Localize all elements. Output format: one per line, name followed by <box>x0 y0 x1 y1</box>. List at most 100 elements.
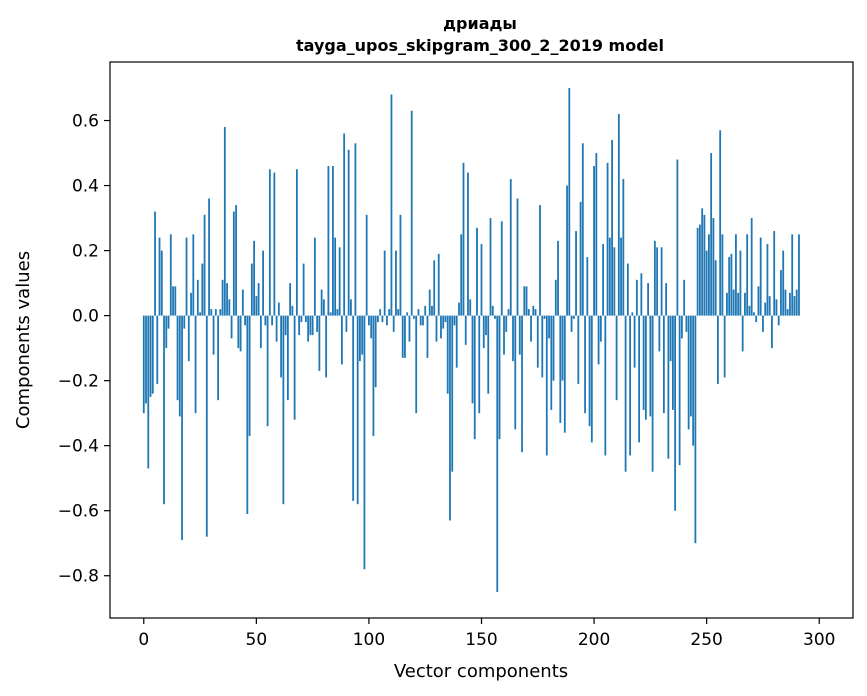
bar-35 <box>221 279 224 316</box>
bar-245 <box>694 315 697 544</box>
bar-228 <box>656 247 659 316</box>
bar-16 <box>178 315 181 417</box>
x-axis-ticks: 0 50 100 150 200 250 300 <box>138 618 835 650</box>
bar-180 <box>548 315 550 339</box>
bar-163 <box>509 179 512 316</box>
bar-110 <box>390 94 393 316</box>
bar-215 <box>626 263 629 316</box>
bar-84 <box>332 166 334 316</box>
bar-60 <box>277 302 280 316</box>
bar-137 <box>451 315 454 472</box>
bar-275 <box>762 315 764 332</box>
bars <box>142 88 800 592</box>
bar-92 <box>350 299 352 316</box>
bar-264 <box>737 292 740 316</box>
bar-135 <box>446 315 449 394</box>
bar-143 <box>464 315 467 345</box>
bar-104 <box>377 315 379 323</box>
bar-100 <box>368 315 370 326</box>
bar-138 <box>453 315 456 326</box>
bar-167 <box>518 315 521 355</box>
bar-30 <box>210 309 213 316</box>
bar-73 <box>307 315 310 342</box>
bar-42 <box>237 315 240 349</box>
bar-201 <box>595 153 598 316</box>
bar-189 <box>568 88 571 316</box>
bar-34 <box>219 309 222 316</box>
y-tick-label: −0.4 <box>58 437 99 457</box>
bar-181 <box>550 315 553 410</box>
bar-185 <box>559 315 562 423</box>
bar-194 <box>579 201 582 316</box>
bar-142 <box>462 162 465 316</box>
y-tick-label: 0.4 <box>72 177 99 197</box>
bar-156 <box>494 315 496 319</box>
bar-130 <box>435 315 438 342</box>
bar-266 <box>741 315 744 352</box>
bar-220 <box>638 315 641 443</box>
bar-169 <box>523 286 526 316</box>
bar-125 <box>424 305 427 316</box>
bar-166 <box>516 198 519 316</box>
bar-244 <box>692 315 695 446</box>
bar-268 <box>746 234 749 316</box>
bar-278 <box>768 296 771 316</box>
bar-31 <box>212 315 215 355</box>
bar-214 <box>624 315 627 472</box>
bar-15 <box>176 315 179 401</box>
bar-96 <box>359 315 361 362</box>
bar-113 <box>397 309 400 316</box>
bar-232 <box>665 283 668 316</box>
bar-273 <box>757 286 760 316</box>
bar-19 <box>185 237 188 316</box>
y-tick-label: 0.0 <box>72 307 99 327</box>
bar-165 <box>514 315 517 430</box>
bar-178 <box>543 315 546 319</box>
bar-270 <box>750 218 753 316</box>
x-axis-label: Vector components <box>394 661 568 682</box>
bar-249 <box>703 214 706 316</box>
bar-229 <box>658 315 661 352</box>
bar-177 <box>541 315 544 378</box>
bar-112 <box>395 250 397 316</box>
bar-151 <box>482 315 485 349</box>
bar-89 <box>343 133 346 316</box>
bar-247 <box>699 224 701 316</box>
bar-53 <box>262 250 264 316</box>
bar-70 <box>300 315 303 323</box>
bar-265 <box>739 250 742 316</box>
bar-10 <box>165 315 168 349</box>
bar-283 <box>780 270 782 316</box>
bar-127 <box>428 289 431 316</box>
bar-269 <box>748 305 751 316</box>
bar-198 <box>588 315 591 427</box>
bar-68 <box>295 169 298 316</box>
y-axis-label: Components values <box>13 251 34 429</box>
bar-134 <box>444 315 447 323</box>
x-tick-label: 300 <box>803 630 835 650</box>
bar-51 <box>257 283 260 316</box>
bar-114 <box>399 214 402 316</box>
bar-103 <box>374 315 377 388</box>
bar-148 <box>476 227 478 316</box>
bar-79 <box>320 289 323 316</box>
bar-40 <box>232 211 235 316</box>
bar-28 <box>205 315 208 537</box>
bar-141 <box>460 234 463 316</box>
bar-164 <box>512 315 514 362</box>
bar-241 <box>685 315 688 332</box>
bar-4 <box>151 315 154 394</box>
bar-67 <box>293 315 296 420</box>
bar-38 <box>228 299 231 316</box>
bar-288 <box>791 234 794 316</box>
bar-46 <box>246 315 249 514</box>
bar-5 <box>154 211 156 316</box>
bar-78 <box>318 315 321 371</box>
bar-190 <box>570 315 573 332</box>
bar-196 <box>584 315 586 414</box>
bar-251 <box>708 234 710 316</box>
bar-199 <box>590 315 593 443</box>
bar-140 <box>458 302 460 316</box>
bar-99 <box>365 214 368 316</box>
bar-58 <box>273 172 276 316</box>
